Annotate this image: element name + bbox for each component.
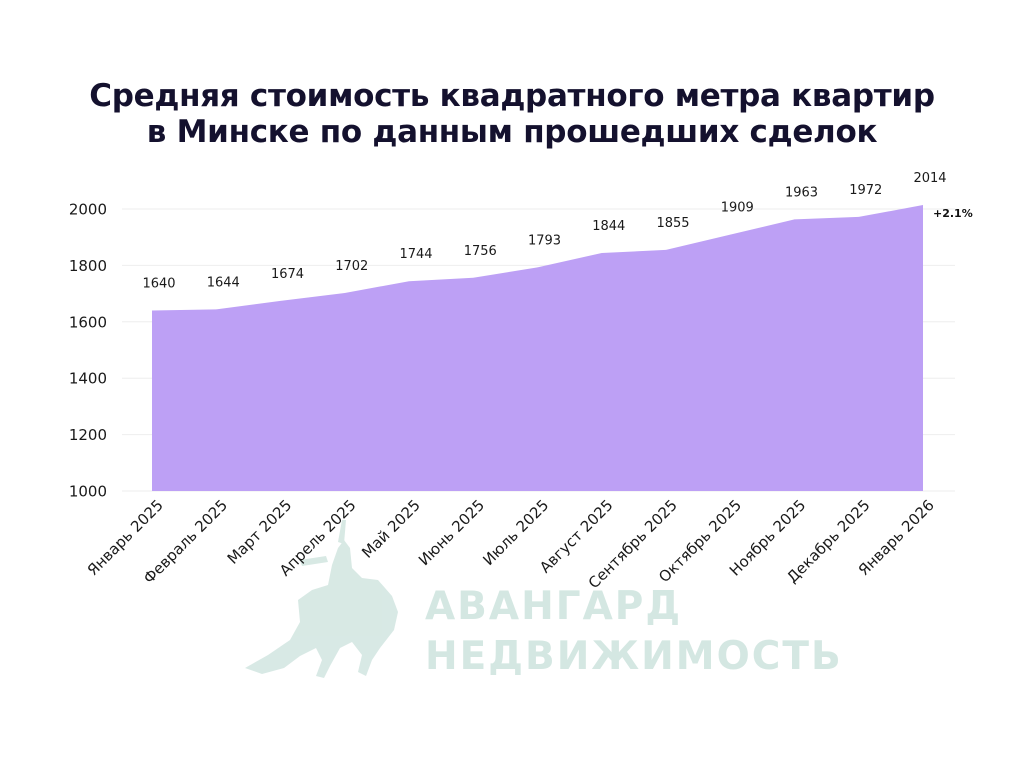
watermark-line-1: АВАНГАРД xyxy=(425,584,683,629)
data-label: 1972 xyxy=(849,183,882,198)
data-label: 1855 xyxy=(656,216,689,231)
data-label: 2014 xyxy=(913,171,946,186)
data-label: 1909 xyxy=(721,201,754,216)
y-tick-label: 2000 xyxy=(69,201,107,219)
knight-logo-watermark xyxy=(245,520,398,678)
data-label: 1963 xyxy=(785,185,818,200)
y-tick-label: 1200 xyxy=(69,426,107,444)
chart-title-line-1: Средняя стоимость квадратного метра квар… xyxy=(89,78,935,114)
watermark-text: АВАНГАРД НЕДВИЖИМОСТЬ xyxy=(425,582,843,682)
data-label: 1644 xyxy=(207,275,240,290)
y-tick-label: 1600 xyxy=(69,313,107,331)
chart-title-line-2: в Минске по данным прошедших сделок xyxy=(146,114,878,150)
area-series xyxy=(151,204,924,491)
data-label: 1744 xyxy=(399,247,432,262)
x-tick-label: Июнь 2025 xyxy=(415,496,488,569)
data-label: 1844 xyxy=(592,219,625,234)
y-tick-label: 1000 xyxy=(69,483,107,501)
y-tick-label: 1400 xyxy=(69,370,107,388)
y-tick-label: 1800 xyxy=(69,257,107,275)
growth-annotation: +2.1% xyxy=(933,207,973,220)
data-label: 1756 xyxy=(464,244,497,259)
data-label: 1702 xyxy=(335,259,368,274)
data-labels: 1640 1644 1674 1702 1744 1756 1793 1844 1855 1909… xyxy=(142,171,946,291)
chart-title: Средняя стоимость квадратного метра квар… xyxy=(0,78,1024,150)
y-axis-ticks: 1000 1200 1400 1600 1800 2000 xyxy=(69,201,107,501)
data-label: 1793 xyxy=(528,233,561,248)
watermark-line-2: НЕДВИЖИМОСТЬ xyxy=(425,634,843,679)
x-tick-label: Май 2025 xyxy=(358,496,424,562)
data-label: 1674 xyxy=(271,267,304,282)
area-fill xyxy=(152,205,923,491)
data-label: 1640 xyxy=(142,277,175,292)
